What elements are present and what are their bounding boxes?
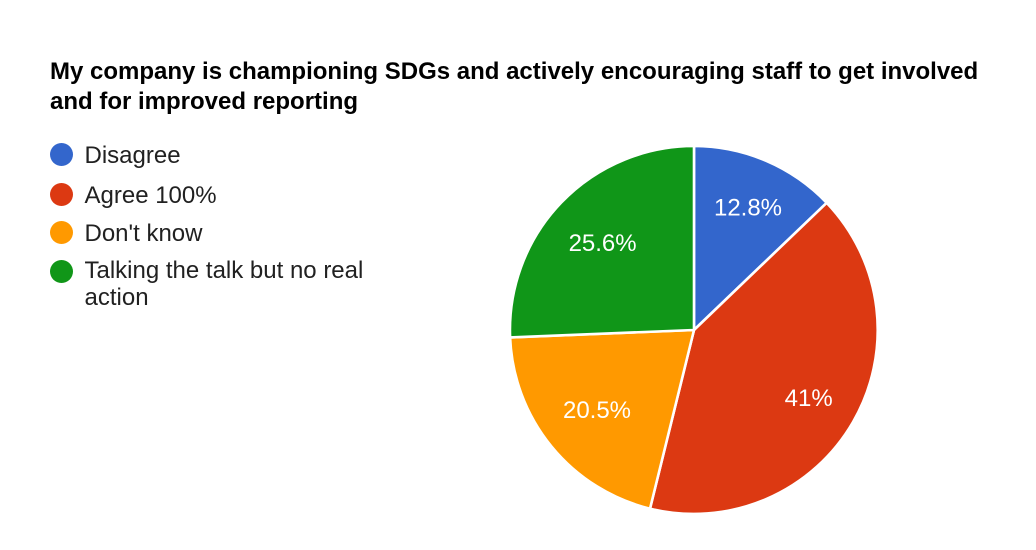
svg-text:20.5%: 20.5%: [563, 397, 631, 424]
svg-text:12.8%: 12.8%: [714, 195, 782, 222]
svg-text:41%: 41%: [785, 385, 833, 412]
svg-text:25.6%: 25.6%: [569, 230, 637, 257]
